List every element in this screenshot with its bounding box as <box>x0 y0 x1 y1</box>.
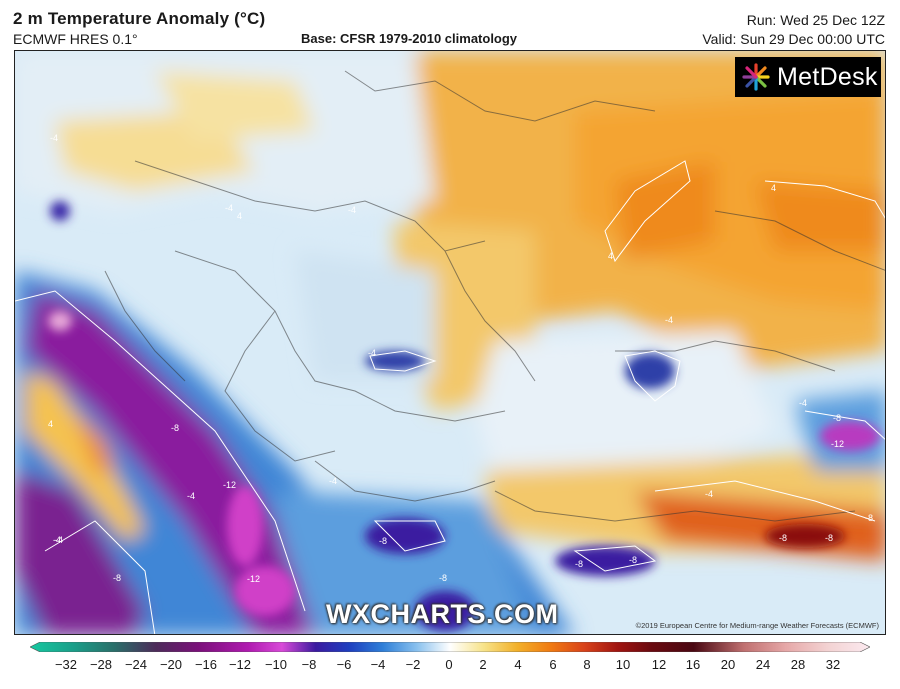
contour-label: -12 <box>831 439 844 449</box>
wxcharts-watermark: WXCHARTS.COM <box>326 599 559 629</box>
model-label: ECMWF HRES 0.1° <box>13 31 138 47</box>
colorbar-tick: −20 <box>159 657 183 672</box>
colorbar-tick: −16 <box>194 657 218 672</box>
contour-label: -8 <box>439 573 447 583</box>
colorbar-tick: 4 <box>514 657 522 672</box>
colorbar-tick: −2 <box>405 657 421 672</box>
colorbar-tick: 8 <box>583 657 591 672</box>
contour-label: -4 <box>50 133 58 143</box>
colorbar-tick: 6 <box>549 657 557 672</box>
contour-label: -4 <box>799 398 807 408</box>
valid-time-label: Valid: Sun 29 Dec 00:00 UTC <box>702 31 885 47</box>
colorbar-tick: 2 <box>479 657 487 672</box>
colorbar-tick: 32 <box>825 657 841 672</box>
contour-lines <box>15 160 885 634</box>
colorbar-tick: −28 <box>89 657 113 672</box>
contour-labels: 4 4 -4 -4 -4 -4 4 -4 -4 -4 -8 -12 -8 -12… <box>48 133 873 584</box>
contour-label: -12 <box>247 574 260 584</box>
colorbar-tick: −10 <box>264 657 288 672</box>
anomaly-map: 4 4 -4 -4 -4 -4 4 -4 -4 -4 -8 -12 -8 -12… <box>14 50 886 635</box>
colorbar-tick: −32 <box>54 657 78 672</box>
colorbar-tick: −6 <box>336 657 352 672</box>
colorbar-tick: 10 <box>615 657 631 672</box>
anomaly-field <box>15 51 885 634</box>
colorbar-tick: −4 <box>370 657 386 672</box>
contour-label: -8 <box>825 533 833 543</box>
contour-label: -8 <box>171 423 179 433</box>
contour-label: -8 <box>779 533 787 543</box>
colorbar-tick: −12 <box>228 657 252 672</box>
colorbar-tick: 0 <box>445 657 453 672</box>
contour-label: -4 <box>55 535 63 545</box>
colorbar-tick: 12 <box>651 657 667 672</box>
contour-label: -4 <box>329 476 337 486</box>
colorbar-tick: 20 <box>720 657 736 672</box>
climatology-base-label: Base: CFSR 1979-2010 climatology <box>301 31 518 46</box>
metdesk-logo-text: MetDesk <box>777 62 878 91</box>
contour-label: -4 <box>368 348 376 358</box>
contour-label: -8 <box>865 513 873 523</box>
contour-label: -8 <box>575 559 583 569</box>
anomaly-extremes <box>48 201 880 631</box>
contour-label: 4 <box>48 419 53 429</box>
colorbar <box>30 642 870 652</box>
contour-label: -8 <box>379 536 387 546</box>
metdesk-logo: MetDesk <box>735 57 881 97</box>
contour-label: -4 <box>348 205 356 215</box>
contour-label: -4 <box>705 489 713 499</box>
contour-label: 4 <box>771 183 776 193</box>
contour-label: -12 <box>223 480 236 490</box>
contour-label: -4 <box>665 315 673 325</box>
contour-label: 4 <box>237 211 242 221</box>
metdesk-logo-icon <box>742 63 770 91</box>
border-lines <box>104 70 885 522</box>
contour-label: -4 <box>187 491 195 501</box>
colorbar-tick: −24 <box>124 657 148 672</box>
contour-label: -4 <box>225 203 233 213</box>
contour-label: -8 <box>113 573 121 583</box>
colorbar-tick: 24 <box>755 657 771 672</box>
contour-label: -8 <box>833 413 841 423</box>
contour-label: -4 <box>53 535 61 545</box>
run-time-label: Run: Wed 25 Dec 12Z <box>746 12 885 28</box>
header: 2 m Temperature Anomaly (°C) ECMWF HRES … <box>0 0 900 50</box>
colorbar-ticks: −32 −28 −24 −20 −16 −12 −10 −8 −6 −4 −2 … <box>0 652 900 682</box>
map-canvas: 4 4 -4 -4 -4 -4 4 -4 -4 -4 -8 -12 -8 -12… <box>15 51 885 634</box>
colorbar-tick: 28 <box>790 657 806 672</box>
ecmwf-copyright: ©2019 European Centre for Medium-range W… <box>635 621 879 630</box>
colorbar-tick: 16 <box>685 657 701 672</box>
contour-label: 4 <box>608 251 613 261</box>
chart-title: 2 m Temperature Anomaly (°C) <box>13 9 266 28</box>
colorbar-tick: −8 <box>301 657 317 672</box>
contour-label: -8 <box>629 555 637 565</box>
